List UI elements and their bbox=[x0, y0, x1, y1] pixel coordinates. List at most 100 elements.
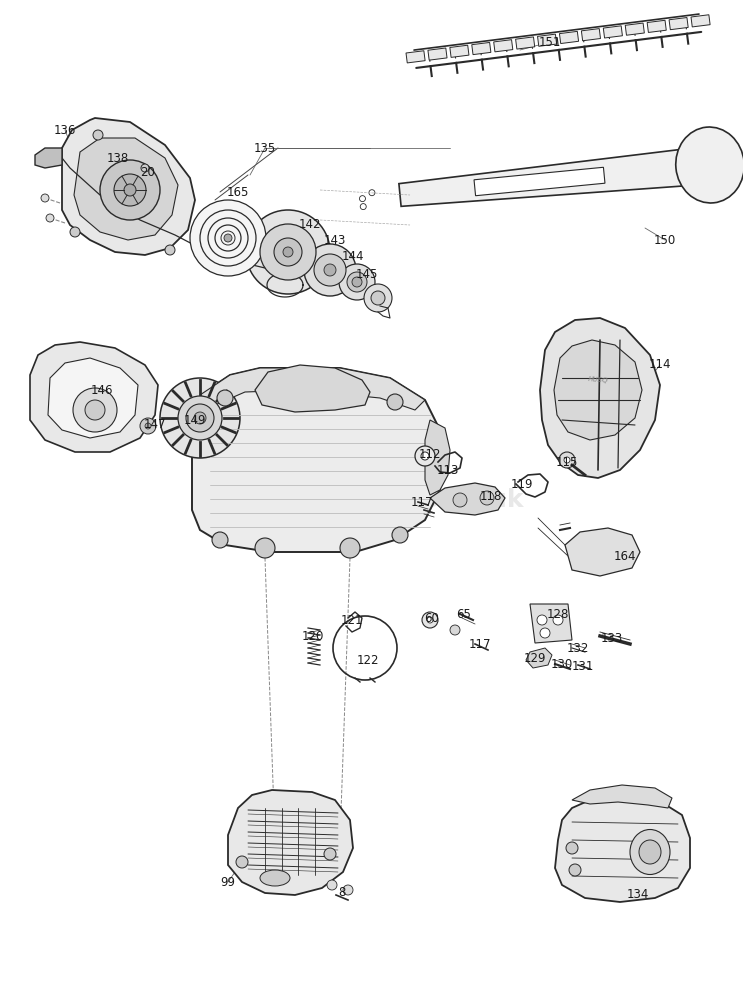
Ellipse shape bbox=[639, 840, 661, 864]
Circle shape bbox=[114, 174, 146, 206]
Text: 149: 149 bbox=[184, 414, 207, 426]
Circle shape bbox=[212, 532, 228, 548]
Circle shape bbox=[427, 617, 433, 623]
Circle shape bbox=[415, 446, 435, 466]
Circle shape bbox=[569, 864, 581, 876]
Polygon shape bbox=[425, 420, 450, 495]
Text: 115: 115 bbox=[556, 456, 578, 468]
Text: 138: 138 bbox=[107, 151, 129, 164]
Text: 165: 165 bbox=[227, 186, 249, 198]
Circle shape bbox=[274, 238, 302, 266]
Text: 60: 60 bbox=[424, 611, 439, 624]
Circle shape bbox=[480, 491, 494, 505]
Bar bbox=[493, 40, 513, 52]
Polygon shape bbox=[48, 358, 138, 438]
Text: 143: 143 bbox=[324, 233, 346, 246]
Bar bbox=[669, 18, 688, 30]
Circle shape bbox=[343, 885, 353, 895]
Circle shape bbox=[339, 264, 375, 300]
Circle shape bbox=[73, 388, 117, 432]
Circle shape bbox=[453, 493, 467, 507]
Polygon shape bbox=[555, 796, 690, 902]
Text: 120: 120 bbox=[302, 630, 324, 643]
Circle shape bbox=[70, 227, 80, 237]
Bar bbox=[647, 20, 666, 32]
Circle shape bbox=[145, 423, 151, 429]
Text: 151: 151 bbox=[539, 35, 561, 48]
Circle shape bbox=[327, 880, 337, 890]
Text: 142: 142 bbox=[299, 219, 321, 232]
Text: 65: 65 bbox=[456, 607, 472, 620]
Circle shape bbox=[314, 254, 346, 286]
Circle shape bbox=[160, 378, 240, 458]
Polygon shape bbox=[572, 785, 672, 808]
Circle shape bbox=[450, 625, 460, 635]
Circle shape bbox=[553, 615, 563, 625]
Circle shape bbox=[702, 162, 708, 168]
Circle shape bbox=[255, 538, 275, 558]
Polygon shape bbox=[30, 342, 158, 452]
Circle shape bbox=[360, 196, 366, 202]
Bar bbox=[581, 29, 600, 41]
Circle shape bbox=[165, 245, 175, 255]
Circle shape bbox=[371, 291, 385, 305]
Text: 119: 119 bbox=[510, 478, 533, 490]
Polygon shape bbox=[200, 368, 425, 410]
Circle shape bbox=[141, 164, 149, 172]
Circle shape bbox=[688, 172, 694, 178]
Circle shape bbox=[190, 200, 266, 276]
Circle shape bbox=[260, 224, 316, 280]
Polygon shape bbox=[192, 368, 440, 552]
Text: 130: 130 bbox=[551, 658, 573, 672]
Circle shape bbox=[422, 612, 438, 628]
Circle shape bbox=[387, 394, 403, 410]
Text: 118: 118 bbox=[480, 489, 502, 502]
Text: 117: 117 bbox=[411, 495, 433, 508]
Circle shape bbox=[194, 412, 206, 424]
Polygon shape bbox=[526, 648, 552, 668]
Text: 114: 114 bbox=[649, 359, 671, 371]
Bar bbox=[428, 48, 447, 60]
Circle shape bbox=[369, 190, 375, 196]
Text: 99: 99 bbox=[221, 876, 236, 888]
Polygon shape bbox=[565, 528, 640, 576]
Text: 131: 131 bbox=[572, 660, 594, 672]
Text: 144: 144 bbox=[342, 249, 364, 262]
Circle shape bbox=[324, 848, 336, 860]
Circle shape bbox=[340, 538, 360, 558]
Circle shape bbox=[46, 214, 54, 222]
Bar bbox=[472, 42, 491, 55]
Text: 135: 135 bbox=[254, 141, 276, 154]
Circle shape bbox=[246, 210, 330, 294]
Ellipse shape bbox=[676, 127, 743, 203]
Circle shape bbox=[186, 404, 214, 432]
Ellipse shape bbox=[630, 830, 670, 874]
Text: 133: 133 bbox=[601, 632, 623, 645]
Polygon shape bbox=[530, 604, 572, 643]
Text: 20: 20 bbox=[140, 165, 155, 178]
Circle shape bbox=[324, 264, 336, 276]
Bar bbox=[406, 51, 425, 63]
Circle shape bbox=[41, 194, 49, 202]
Circle shape bbox=[283, 247, 293, 257]
Circle shape bbox=[140, 418, 156, 434]
Polygon shape bbox=[554, 340, 642, 440]
Polygon shape bbox=[540, 318, 660, 478]
Text: HUSQ: HUSQ bbox=[588, 376, 609, 384]
Bar bbox=[603, 26, 623, 38]
Bar bbox=[450, 45, 469, 57]
Ellipse shape bbox=[260, 870, 290, 886]
Circle shape bbox=[566, 842, 578, 854]
Bar bbox=[516, 37, 535, 49]
Circle shape bbox=[421, 452, 429, 460]
Polygon shape bbox=[399, 127, 714, 206]
Circle shape bbox=[559, 452, 575, 468]
Circle shape bbox=[100, 160, 160, 220]
Text: 136: 136 bbox=[53, 123, 77, 136]
Bar bbox=[691, 15, 710, 27]
Circle shape bbox=[687, 156, 692, 162]
Text: 121: 121 bbox=[341, 613, 363, 626]
Circle shape bbox=[564, 457, 570, 463]
Circle shape bbox=[124, 184, 136, 196]
Text: 146: 146 bbox=[91, 383, 113, 396]
